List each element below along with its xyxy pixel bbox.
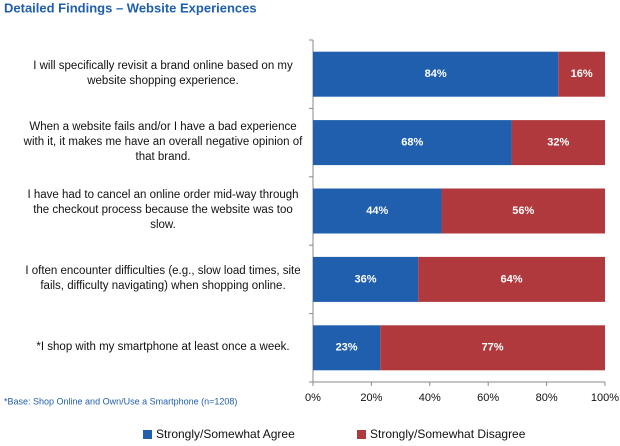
bar-segment <box>441 188 605 234</box>
legend-swatch <box>357 430 366 439</box>
bar-segment <box>313 325 381 371</box>
data-label: 32% <box>547 137 569 149</box>
bar-segment <box>313 120 512 166</box>
category-label: I will specifically revisit a brand onli… <box>33 60 293 88</box>
bar-segment <box>380 325 605 371</box>
x-tick-label: 40% <box>419 392 441 404</box>
data-label: 84% <box>425 68 447 80</box>
bar-segment <box>313 51 559 97</box>
legend-label: Strongly/Somewhat Agree <box>156 427 295 441</box>
bar-segment <box>313 256 419 302</box>
x-tick-label: 20% <box>360 392 382 404</box>
x-tick-label: 0% <box>305 392 321 404</box>
x-tick-label: 100% <box>591 392 619 404</box>
bar-segment <box>558 51 605 97</box>
data-label: 23% <box>336 342 358 354</box>
x-tick-label: 60% <box>477 392 499 404</box>
category-label: When a website fails and/or I have a bad… <box>23 121 303 164</box>
data-label: 44% <box>366 205 388 217</box>
data-label: 77% <box>482 342 504 354</box>
legend-swatch <box>143 430 152 439</box>
data-label: 56% <box>512 205 534 217</box>
x-tick-label: 80% <box>536 392 558 404</box>
category-label: I often encounter difficulties (e.g., sl… <box>25 265 301 293</box>
data-label: 64% <box>501 273 523 285</box>
bar-segment <box>511 120 605 166</box>
chart-title: Detailed Findings – Website Experiences <box>4 0 257 15</box>
bar-segment <box>418 256 605 302</box>
category-label: I have had to cancel an online order mid… <box>27 189 299 232</box>
data-label: 36% <box>355 273 377 285</box>
footnote: *Base: Shop Online and Own/Use a Smartph… <box>4 396 237 406</box>
legend-label: Strongly/Somewhat Disagree <box>370 427 526 441</box>
bar-segment <box>313 188 442 234</box>
category-label: *I shop with my smartphone at least once… <box>36 341 290 354</box>
data-label: 68% <box>401 137 423 149</box>
data-label: 16% <box>571 68 593 80</box>
